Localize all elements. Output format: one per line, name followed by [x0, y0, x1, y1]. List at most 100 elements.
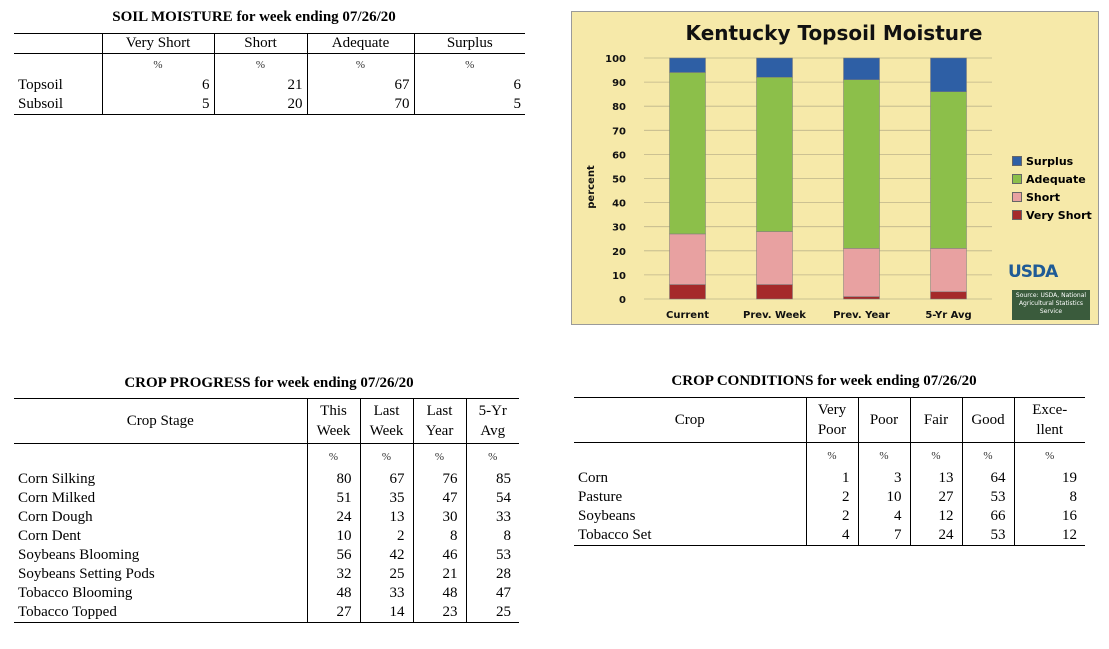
source-note: Source: USDA, National Agricultural Stat…: [1012, 290, 1090, 320]
y-tick-label: 100: [605, 54, 626, 65]
header-line: Week: [316, 423, 351, 439]
header-line: Avg: [480, 423, 506, 439]
crop-conditions-table: Crop Very Poor Poor Fair Good Exce-llent …: [574, 397, 1085, 546]
unit-label: %: [101, 53, 214, 76]
table-row: Corn Silking 80 67 76 85: [14, 470, 519, 489]
header-line: Exce-: [1032, 402, 1068, 418]
column-header: Fair: [909, 397, 962, 443]
column-header: 5-Yr Avg: [465, 398, 519, 444]
unit-row: % % % % %: [574, 442, 1085, 469]
chart-legend: Surplus Adequate Short Very Short: [1012, 152, 1092, 224]
legend-item-surplus: Surplus: [1012, 152, 1092, 170]
table-cell: 51: [306, 489, 360, 508]
table-row: Tobacco Blooming 48 33 48 47: [14, 584, 519, 603]
table-cell: 48: [412, 584, 466, 603]
row-label: Corn: [578, 470, 608, 486]
row-label: Corn Dough: [18, 509, 93, 525]
column-header: Adequate: [306, 33, 414, 54]
legend-label: Surplus: [1026, 154, 1074, 168]
crop-progress-table: Crop Stage This Week Last Week Last Year 5-…: [14, 398, 519, 623]
bar-segment-short: [669, 233, 706, 285]
y-tick-label: 90: [612, 78, 626, 89]
y-tick-label: 10: [612, 271, 626, 282]
row-label: Topsoil: [18, 77, 63, 93]
column-header: Very Short: [101, 33, 214, 54]
y-tick-label: 30: [612, 223, 626, 234]
table-cell: 48: [306, 584, 360, 603]
unit-label: %: [413, 53, 525, 76]
legend-item-short: Short: [1012, 188, 1092, 206]
bar-segment-adequate: [930, 91, 967, 249]
unit-label: %: [213, 53, 307, 76]
y-tick-label: 40: [612, 199, 626, 210]
table-cell: 20: [213, 95, 307, 115]
table-cell: 67: [359, 470, 413, 489]
bar-segment-surplus: [930, 57, 967, 92]
table-cell: 2: [805, 488, 858, 507]
column-header: Good: [961, 397, 1014, 443]
table-cell: 10: [857, 488, 910, 507]
chart-canvas: Kentucky Topsoil Moisture percent 0 10 20 3…: [586, 21, 992, 321]
crop-progress-header-row: Crop Stage This Week Last Week Last Year 5-…: [14, 398, 519, 444]
unit-label: %: [306, 53, 414, 76]
bar-segment-adequate: [843, 79, 880, 249]
header-line: Last: [426, 403, 453, 419]
table-cell: 5: [101, 95, 214, 115]
y-tick-label: 0: [619, 295, 626, 306]
row-label: Pasture: [578, 489, 623, 505]
table-cell: 27: [909, 488, 962, 507]
legend-item-adequate: Adequate: [1012, 170, 1092, 188]
table-cell: 53: [465, 546, 519, 565]
x-category-label: Current: [666, 310, 709, 321]
table-cell: 25: [359, 565, 413, 584]
table-cell: 80: [306, 470, 360, 489]
table-cell: 12: [909, 507, 962, 526]
table-cell: 14: [359, 603, 413, 623]
table-row: Subsoil 5 20 70 5: [14, 95, 525, 115]
bar-segment-very-short: [756, 284, 793, 300]
table-cell: 25: [465, 603, 519, 623]
table-cell: 8: [465, 527, 519, 546]
table-cell: 70: [306, 95, 414, 115]
soil-moisture-table: Very Short Short Adequate Surplus % % % …: [14, 33, 525, 115]
soil-moisture-title: SOIL MOISTURE for week ending 07/26/20: [112, 9, 396, 25]
table-cell: 8: [1013, 488, 1085, 507]
table-row: Soybeans Blooming 56 42 46 53: [14, 546, 519, 565]
crop-progress-title: CROP PROGRESS for week ending 07/26/20: [124, 375, 414, 391]
header-line: llent: [1036, 422, 1064, 438]
table-cell: 76: [412, 470, 466, 489]
row-label: Subsoil: [14, 95, 102, 115]
table-cell: 47: [465, 584, 519, 603]
unit-label: %: [1013, 442, 1085, 469]
table-cell: 24: [909, 526, 962, 546]
table-cell: 19: [1013, 469, 1085, 488]
table-cell: 13: [909, 469, 962, 488]
table-cell: 7: [857, 526, 910, 546]
bar-segment-very-short: [930, 291, 967, 300]
y-axis-label: percent: [586, 165, 597, 209]
table-cell: 42: [359, 546, 413, 565]
header-line: 5-Yr: [478, 403, 507, 419]
y-tick-label: 70: [612, 126, 626, 137]
unit-row: % % % %: [14, 53, 525, 76]
table-cell: 27: [306, 603, 360, 623]
table-cell: 32: [306, 565, 360, 584]
unit-label: %: [909, 442, 962, 469]
row-label: Tobacco Set: [574, 526, 806, 546]
table-cell: 54: [465, 489, 519, 508]
bar-segment-short: [930, 248, 967, 293]
header-line: This: [320, 403, 347, 419]
table-cell: 35: [359, 489, 413, 508]
table-row: Tobacco Set 4 7 24 53 12: [574, 526, 1085, 546]
unit-label: %: [412, 443, 466, 470]
header-line: Poor: [817, 422, 847, 438]
table-cell: 4: [805, 526, 858, 546]
table-cell: 47: [412, 489, 466, 508]
table-cell: 46: [412, 546, 466, 565]
bar-segment-adequate: [756, 77, 793, 232]
table-cell: 85: [465, 470, 519, 489]
table-cell: 21: [412, 565, 466, 584]
usda-logo-text: USDA: [1008, 262, 1058, 282]
table-row: Corn Dent 10 2 8 8: [14, 527, 519, 546]
table-cell: 8: [412, 527, 466, 546]
